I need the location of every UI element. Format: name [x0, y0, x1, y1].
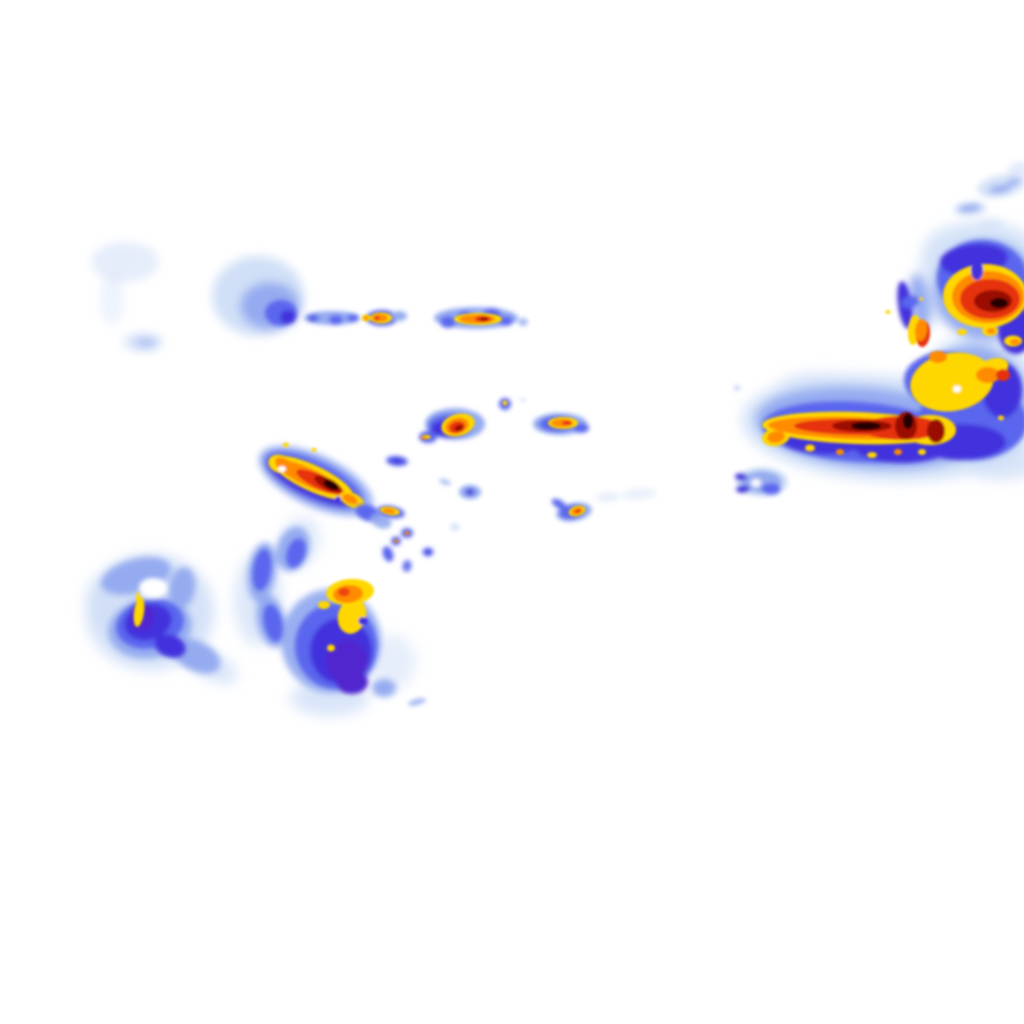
storm-system-east: [762, 411, 956, 458]
dashes-east-of-band: [380, 506, 400, 516]
streak-north-center: [454, 313, 502, 325]
storm-system-east: [953, 162, 1024, 229]
cell-south-center: [596, 488, 657, 502]
storm-band-southwest: [355, 504, 392, 529]
storm-system-east: [910, 351, 1010, 421]
cell-mid-west: [421, 400, 508, 440]
scattered-dots-south: [394, 531, 410, 543]
complex-south-center: [408, 698, 426, 706]
storm-system-east: [885, 260, 1024, 347]
hook-cell-west: [133, 592, 145, 627]
streak-north-west: [361, 312, 392, 324]
cell-mid-east: [548, 417, 578, 429]
cloud-north-center: [212, 256, 304, 336]
cell-south-center: [568, 505, 586, 517]
storm-band-southwest: [268, 442, 365, 509]
storm-cells-layer: [86, 162, 1024, 716]
storm-system-east: [734, 385, 788, 497]
complex-south-center: [318, 578, 374, 652]
cloud-north-center: [265, 300, 297, 326]
wisps-northwest: [91, 242, 163, 351]
